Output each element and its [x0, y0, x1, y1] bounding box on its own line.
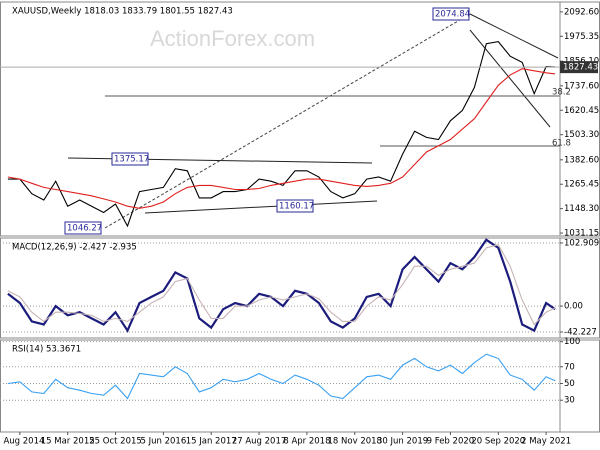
- x-tick-label: 30 Jun 2019: [377, 437, 428, 447]
- x-tick-label: 9 Feb 2020: [427, 437, 475, 447]
- price-label: 1827.43: [563, 63, 598, 73]
- series-line: [7, 244, 556, 326]
- y-tick-label: 70: [564, 362, 575, 372]
- watermark: ActionForex.com: [150, 26, 315, 51]
- annotation-box: [432, 7, 470, 21]
- panel-title: RSI(14) 53.3671: [12, 345, 81, 355]
- y-tick-label: 30: [564, 396, 575, 406]
- y-tick-label: 1975.35: [564, 32, 599, 42]
- x-tick-label: 20 Sep 2020: [471, 437, 525, 447]
- y-tick-label: 1503.30: [564, 130, 599, 140]
- annotation-box: [276, 199, 314, 213]
- y-tick-label: 1031.15: [564, 229, 599, 239]
- y-tick-label: 100: [564, 337, 580, 347]
- series-line: [7, 68, 556, 209]
- y-tick-label: 2092.60: [564, 7, 599, 17]
- annotation: 1160.17: [279, 202, 314, 212]
- x-tick-label: 18 Nov 2018: [328, 437, 382, 447]
- trendline: [144, 200, 378, 214]
- annotation-box: [64, 221, 102, 235]
- x-tick-label: 27 Aug 2017: [232, 437, 286, 447]
- y-tick-label: 0.00: [564, 302, 583, 312]
- x-tick-label: 2 May 2021: [521, 437, 571, 447]
- y-tick-label: 102.909: [564, 238, 599, 248]
- x-tick-label: 15 Mar 2015: [41, 437, 95, 447]
- trendline: [104, 13, 471, 229]
- trendline: [469, 13, 559, 59]
- panel-title: MACD(12,26,9) -2.427 -2.935: [12, 243, 137, 253]
- y-tick-label: 1620.45: [564, 106, 599, 116]
- annotation: 38.2: [552, 88, 571, 98]
- panel-title: XAUUSD,Weekly 1818.03 1833.79 1801.55 18…: [12, 7, 233, 17]
- x-tick-label: 8 Apr 2018: [283, 437, 330, 447]
- annotation: 2074.84: [435, 10, 470, 20]
- y-tick-label: 1265.45: [564, 180, 599, 190]
- y-tick-label: 1382.60: [564, 155, 599, 165]
- y-tick-label: 1148.30: [564, 204, 599, 214]
- series-line: [7, 41, 556, 228]
- annotation-box: [111, 152, 149, 166]
- x-tick-label: 5 Jun 2016: [141, 437, 187, 447]
- series-line: [7, 353, 556, 400]
- annotation: 1375.17: [114, 155, 149, 165]
- y-tick-label: 1737.60: [564, 81, 599, 91]
- annotation: 61.8: [552, 139, 571, 149]
- x-tick-label: 3 Aug 2014: [0, 437, 44, 447]
- y-tick-label: 50: [564, 379, 575, 389]
- x-tick-label: 15 Jan 2017: [186, 437, 237, 447]
- y-tick-label: -42.227: [564, 328, 597, 338]
- x-tick-label: 25 Oct 2015: [89, 437, 142, 447]
- trendline: [469, 29, 551, 128]
- price-box: [560, 61, 598, 74]
- annotation: 1046.27: [67, 224, 102, 234]
